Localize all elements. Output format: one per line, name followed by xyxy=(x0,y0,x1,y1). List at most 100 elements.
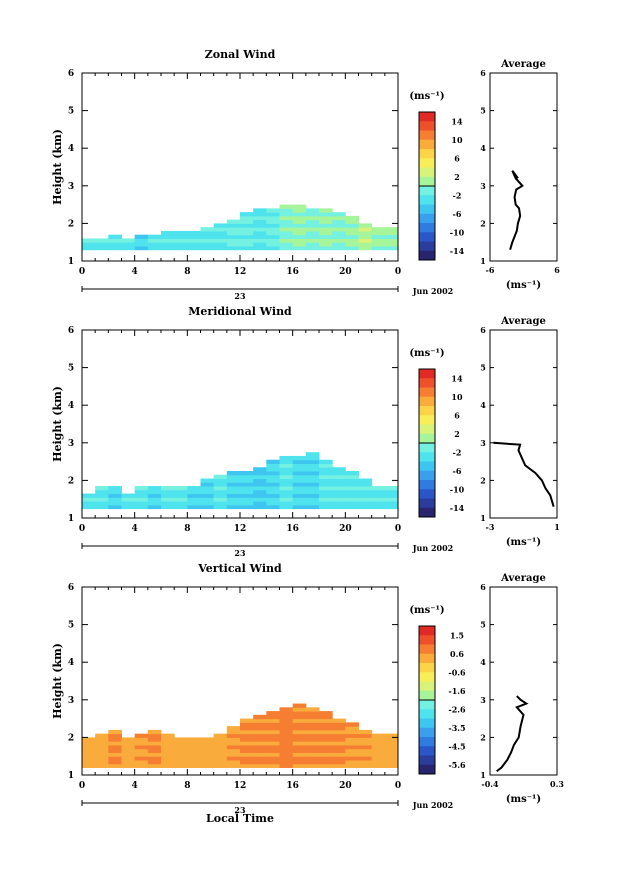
heatmap-cell xyxy=(332,242,346,247)
heatmap-cell xyxy=(147,748,162,753)
heatmap-cell xyxy=(108,733,122,738)
heatmap-cell xyxy=(226,737,241,742)
heatmap-cell xyxy=(187,234,201,239)
heatmap-cell xyxy=(332,474,346,480)
colorbar-swatch xyxy=(419,681,435,692)
profile-y-tick-label: 3 xyxy=(480,438,486,448)
profile-x-label: (ms⁻¹) xyxy=(506,794,541,805)
profile-x-tick-label: 1 xyxy=(554,522,560,532)
colorbar-swatch xyxy=(419,461,435,472)
heatmap-cell xyxy=(240,501,254,506)
heatmap-cell xyxy=(279,459,294,464)
heatmap-cell xyxy=(213,756,228,761)
heatmap-cell xyxy=(253,212,267,217)
heatmap-cell xyxy=(266,474,280,480)
heatmap-cell xyxy=(279,234,294,239)
heatmap-cell xyxy=(95,741,109,746)
heatmap-cell xyxy=(147,238,162,243)
heatmap-cell xyxy=(305,733,320,738)
heatmap-cell xyxy=(226,242,241,247)
heatmap-cell xyxy=(319,230,333,236)
heatmap-cell xyxy=(174,748,188,753)
heatmap-cell xyxy=(174,489,188,495)
heatmap-cell xyxy=(174,756,188,761)
heatmap-cell xyxy=(134,234,149,239)
heatmap-cell xyxy=(266,234,280,239)
heatmap-cell xyxy=(226,733,241,738)
heatmap-cell xyxy=(226,471,241,476)
heatmap-cell xyxy=(292,455,307,461)
heatmap-cell xyxy=(266,467,280,472)
heatmap-cell xyxy=(121,756,136,761)
profile-y-tick-label: 4 xyxy=(480,143,486,153)
heatmap-cell xyxy=(345,234,359,239)
heatmap-cell xyxy=(279,242,294,247)
x-tick-label: 4 xyxy=(132,524,138,534)
heatmap-cell xyxy=(345,242,359,247)
heatmap-cell xyxy=(279,482,294,487)
heatmap-cell xyxy=(134,744,149,750)
y-tick-label: 1 xyxy=(68,514,74,524)
heatmap-cell xyxy=(279,729,294,735)
y-tick-label: 3 xyxy=(68,439,74,449)
day-label: 23 xyxy=(234,291,246,301)
heatmap-cell xyxy=(305,478,320,483)
heatmap-cell xyxy=(279,212,294,217)
heatmap-cell xyxy=(161,504,175,510)
heatmap-cell xyxy=(371,242,386,247)
heatmap-cell xyxy=(279,486,294,491)
heatmap-cell xyxy=(305,208,320,213)
profile-x-tick-label: 0.3 xyxy=(550,779,564,789)
heatmap-cell xyxy=(253,471,267,476)
heatmap-cell xyxy=(292,711,307,716)
heatmap-cell xyxy=(82,238,96,243)
heatmap-cell xyxy=(319,752,333,757)
heatmap-cell xyxy=(213,737,228,742)
colorbar-swatch xyxy=(419,213,435,224)
profile-y-tick-label: 6 xyxy=(480,325,486,335)
colorbar-swatch xyxy=(419,424,435,435)
heatmap-cell xyxy=(266,718,280,723)
heatmap-cell xyxy=(279,223,294,228)
colorbar-swatch xyxy=(419,507,435,518)
heatmap-cell xyxy=(332,471,346,476)
heatmap-cell xyxy=(200,752,215,757)
x-tick-label: 16 xyxy=(286,267,299,277)
y-tick-label: 6 xyxy=(68,583,74,593)
heatmap-cell xyxy=(319,223,333,228)
heatmap-cell xyxy=(319,463,333,468)
heatmap-cell xyxy=(200,234,215,239)
heatmap-cell xyxy=(147,493,162,498)
y-tick-label: 3 xyxy=(68,182,74,192)
date-label: Jun 2002 xyxy=(412,543,453,553)
heatmap-cell xyxy=(384,486,399,491)
heatmap-cell xyxy=(95,242,109,247)
x-tick-label: 20 xyxy=(339,524,352,534)
colorbar-label: -14 xyxy=(450,503,465,513)
heatmap-cell xyxy=(82,245,96,251)
heatmap-cell xyxy=(345,501,359,506)
heatmap-cell xyxy=(332,744,346,750)
heatmap-cell xyxy=(292,215,307,221)
profile-line xyxy=(496,695,529,773)
heatmap-cell xyxy=(371,497,386,502)
heatmap-cell xyxy=(161,733,175,738)
heatmap-cell xyxy=(332,212,346,217)
heatmap-cell xyxy=(134,245,149,251)
heatmap-cell xyxy=(95,486,109,491)
heatmap-cell xyxy=(305,707,320,712)
profile-y-tick-label: 5 xyxy=(480,620,486,630)
heatmap-cell xyxy=(279,219,294,224)
heatmap-cell xyxy=(108,501,122,506)
heatmap-cell xyxy=(319,756,333,761)
heatmap-cell xyxy=(174,741,188,746)
profile-frame xyxy=(489,72,558,262)
heatmap-cell xyxy=(358,497,373,502)
heatmap-cell xyxy=(174,486,188,491)
heatmap-cell xyxy=(384,501,399,506)
colorbar-swatch xyxy=(419,626,435,636)
colorbar-label: 0.6 xyxy=(450,649,464,659)
heatmap-cell xyxy=(345,737,359,742)
heatmap-cell xyxy=(371,493,386,498)
heatmap-cell xyxy=(384,245,399,251)
